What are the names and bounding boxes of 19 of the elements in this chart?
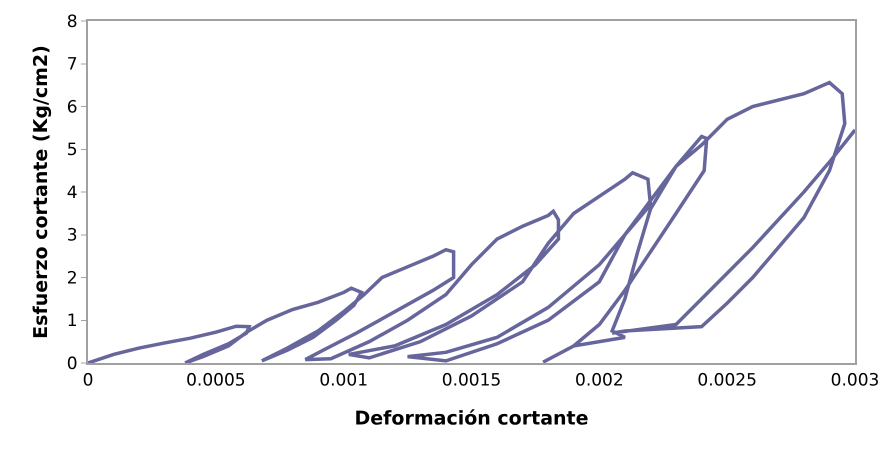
y-tick-label: 7 [66,54,78,75]
x-tick-label: 0.001 [319,370,368,390]
y-tick-label: 1 [66,311,78,332]
x-tick-label: 0.0025 [697,370,757,390]
x-axis-title: Deformación cortante [354,408,589,430]
y-tick-label: 6 [66,97,78,118]
x-tick-label: 0.003 [830,370,880,390]
x-tick-label: 0.0005 [186,370,246,390]
y-tick-label: 3 [66,226,78,246]
y-tick-label: 5 [66,140,78,160]
x-tick-label: 0 [82,370,94,390]
y-tick-label: 2 [66,268,78,288]
x-tick-label: 0.002 [574,370,624,390]
line-series [88,80,855,363]
y-tick-label: 0 [66,354,78,374]
y-tick-label: 4 [66,182,78,203]
y-axis-title: Esfuerzo cortante (Kg/cm2) [30,45,52,339]
y-tick-label: 8 [66,12,78,32]
x-tick-label: 0.0015 [442,370,502,390]
